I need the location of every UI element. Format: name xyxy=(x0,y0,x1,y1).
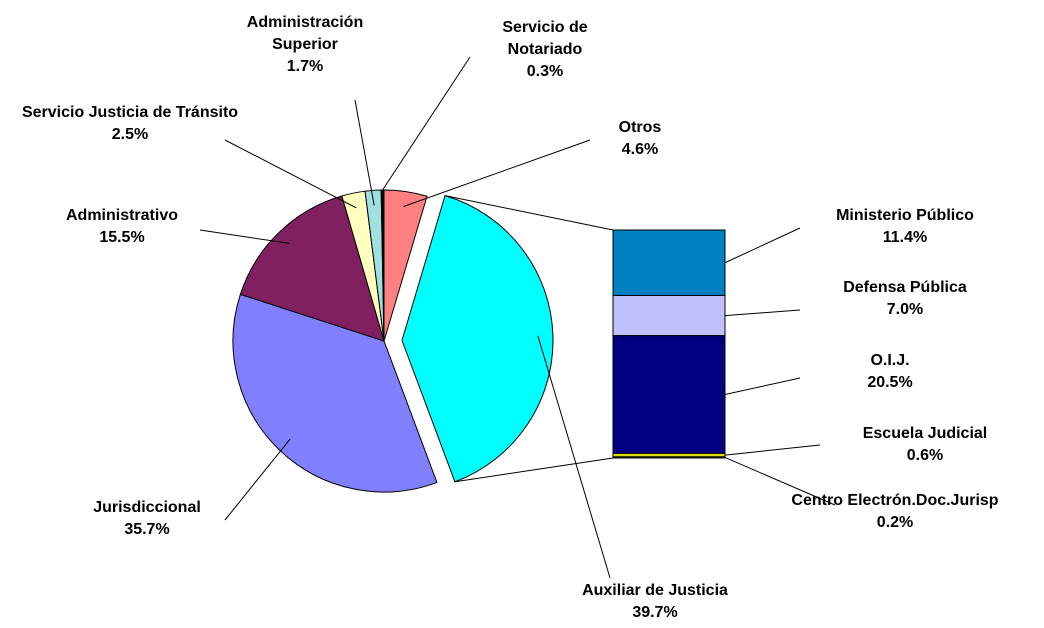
label-name: Administrativo xyxy=(65,207,178,224)
leader-line xyxy=(354,99,375,206)
label-name: Servicio Justicia de Tránsito xyxy=(21,104,239,121)
label-value: 20.5% xyxy=(867,374,913,391)
data-label: Servicio Justicia de Tránsito 2.5% xyxy=(5,102,255,146)
bar-segment xyxy=(612,335,726,454)
data-label: Auxiliar de Justicia 39.7% xyxy=(525,580,785,624)
bar-segment xyxy=(612,294,726,337)
data-label: Servicio de Notariado 0.3% xyxy=(470,17,620,83)
data-label: Jurisdiccional 35.7% xyxy=(47,497,247,541)
label-value: 2.5% xyxy=(111,126,149,143)
leader-line xyxy=(724,227,801,264)
label-name: Defensa Pública xyxy=(843,279,967,296)
leader-line xyxy=(537,335,611,579)
label-name: Jurisdiccional xyxy=(93,499,201,516)
pie-slice xyxy=(380,189,385,342)
label-name: O.I.J. xyxy=(870,352,910,369)
data-label: Centro Electrón.Doc.Jurisp 0.2% xyxy=(785,490,1005,534)
leader-line xyxy=(724,444,821,456)
label-value: 39.7% xyxy=(632,604,678,621)
leader-line xyxy=(224,139,357,209)
leader-line xyxy=(403,139,591,207)
pie-slice xyxy=(401,195,554,483)
data-label: Escuela Judicial 0.6% xyxy=(815,423,1035,467)
data-label: Ministerio Público 11.4% xyxy=(795,205,1015,249)
data-label: Administración Superior 1.7% xyxy=(215,12,395,78)
label-name: Administración Superior xyxy=(246,14,364,53)
data-label: Otros 4.6% xyxy=(540,117,740,161)
label-name: Otros xyxy=(618,119,662,136)
label-name: Servicio de Notariado xyxy=(502,19,588,58)
label-value: 4.6% xyxy=(621,141,659,158)
data-label: Defensa Pública 7.0% xyxy=(795,277,1015,321)
label-value: 7.0% xyxy=(886,301,924,318)
bar-segment xyxy=(612,452,726,458)
label-name: Ministerio Público xyxy=(836,207,974,224)
pie-slice xyxy=(239,195,385,342)
label-name: Auxiliar de Justicia xyxy=(582,582,728,599)
label-value: 15.5% xyxy=(99,229,145,246)
leader-line xyxy=(724,309,801,317)
leader-line xyxy=(382,56,471,191)
leader-line xyxy=(724,377,801,396)
pie-slice xyxy=(232,293,438,493)
label-value: 11.4% xyxy=(882,229,928,246)
data-label: O.I.J. 20.5% xyxy=(790,350,990,394)
connector-line xyxy=(444,195,614,231)
leader-line xyxy=(199,229,290,244)
bar-segment xyxy=(612,456,726,459)
bar-segment xyxy=(612,229,726,296)
label-value: 0.2% xyxy=(876,514,914,531)
leader-line xyxy=(724,456,836,506)
label-value: 1.7% xyxy=(286,58,324,75)
label-value: 0.3% xyxy=(526,63,564,80)
data-label: Administrativo 15.5% xyxy=(22,205,222,249)
label-name: Centro Electrón.Doc.Jurisp xyxy=(791,492,999,509)
leader-line xyxy=(224,438,291,521)
label-value: 35.7% xyxy=(124,521,170,538)
connector-line xyxy=(454,457,614,483)
label-name: Escuela Judicial xyxy=(862,425,988,442)
label-value: 0.6% xyxy=(906,447,944,464)
